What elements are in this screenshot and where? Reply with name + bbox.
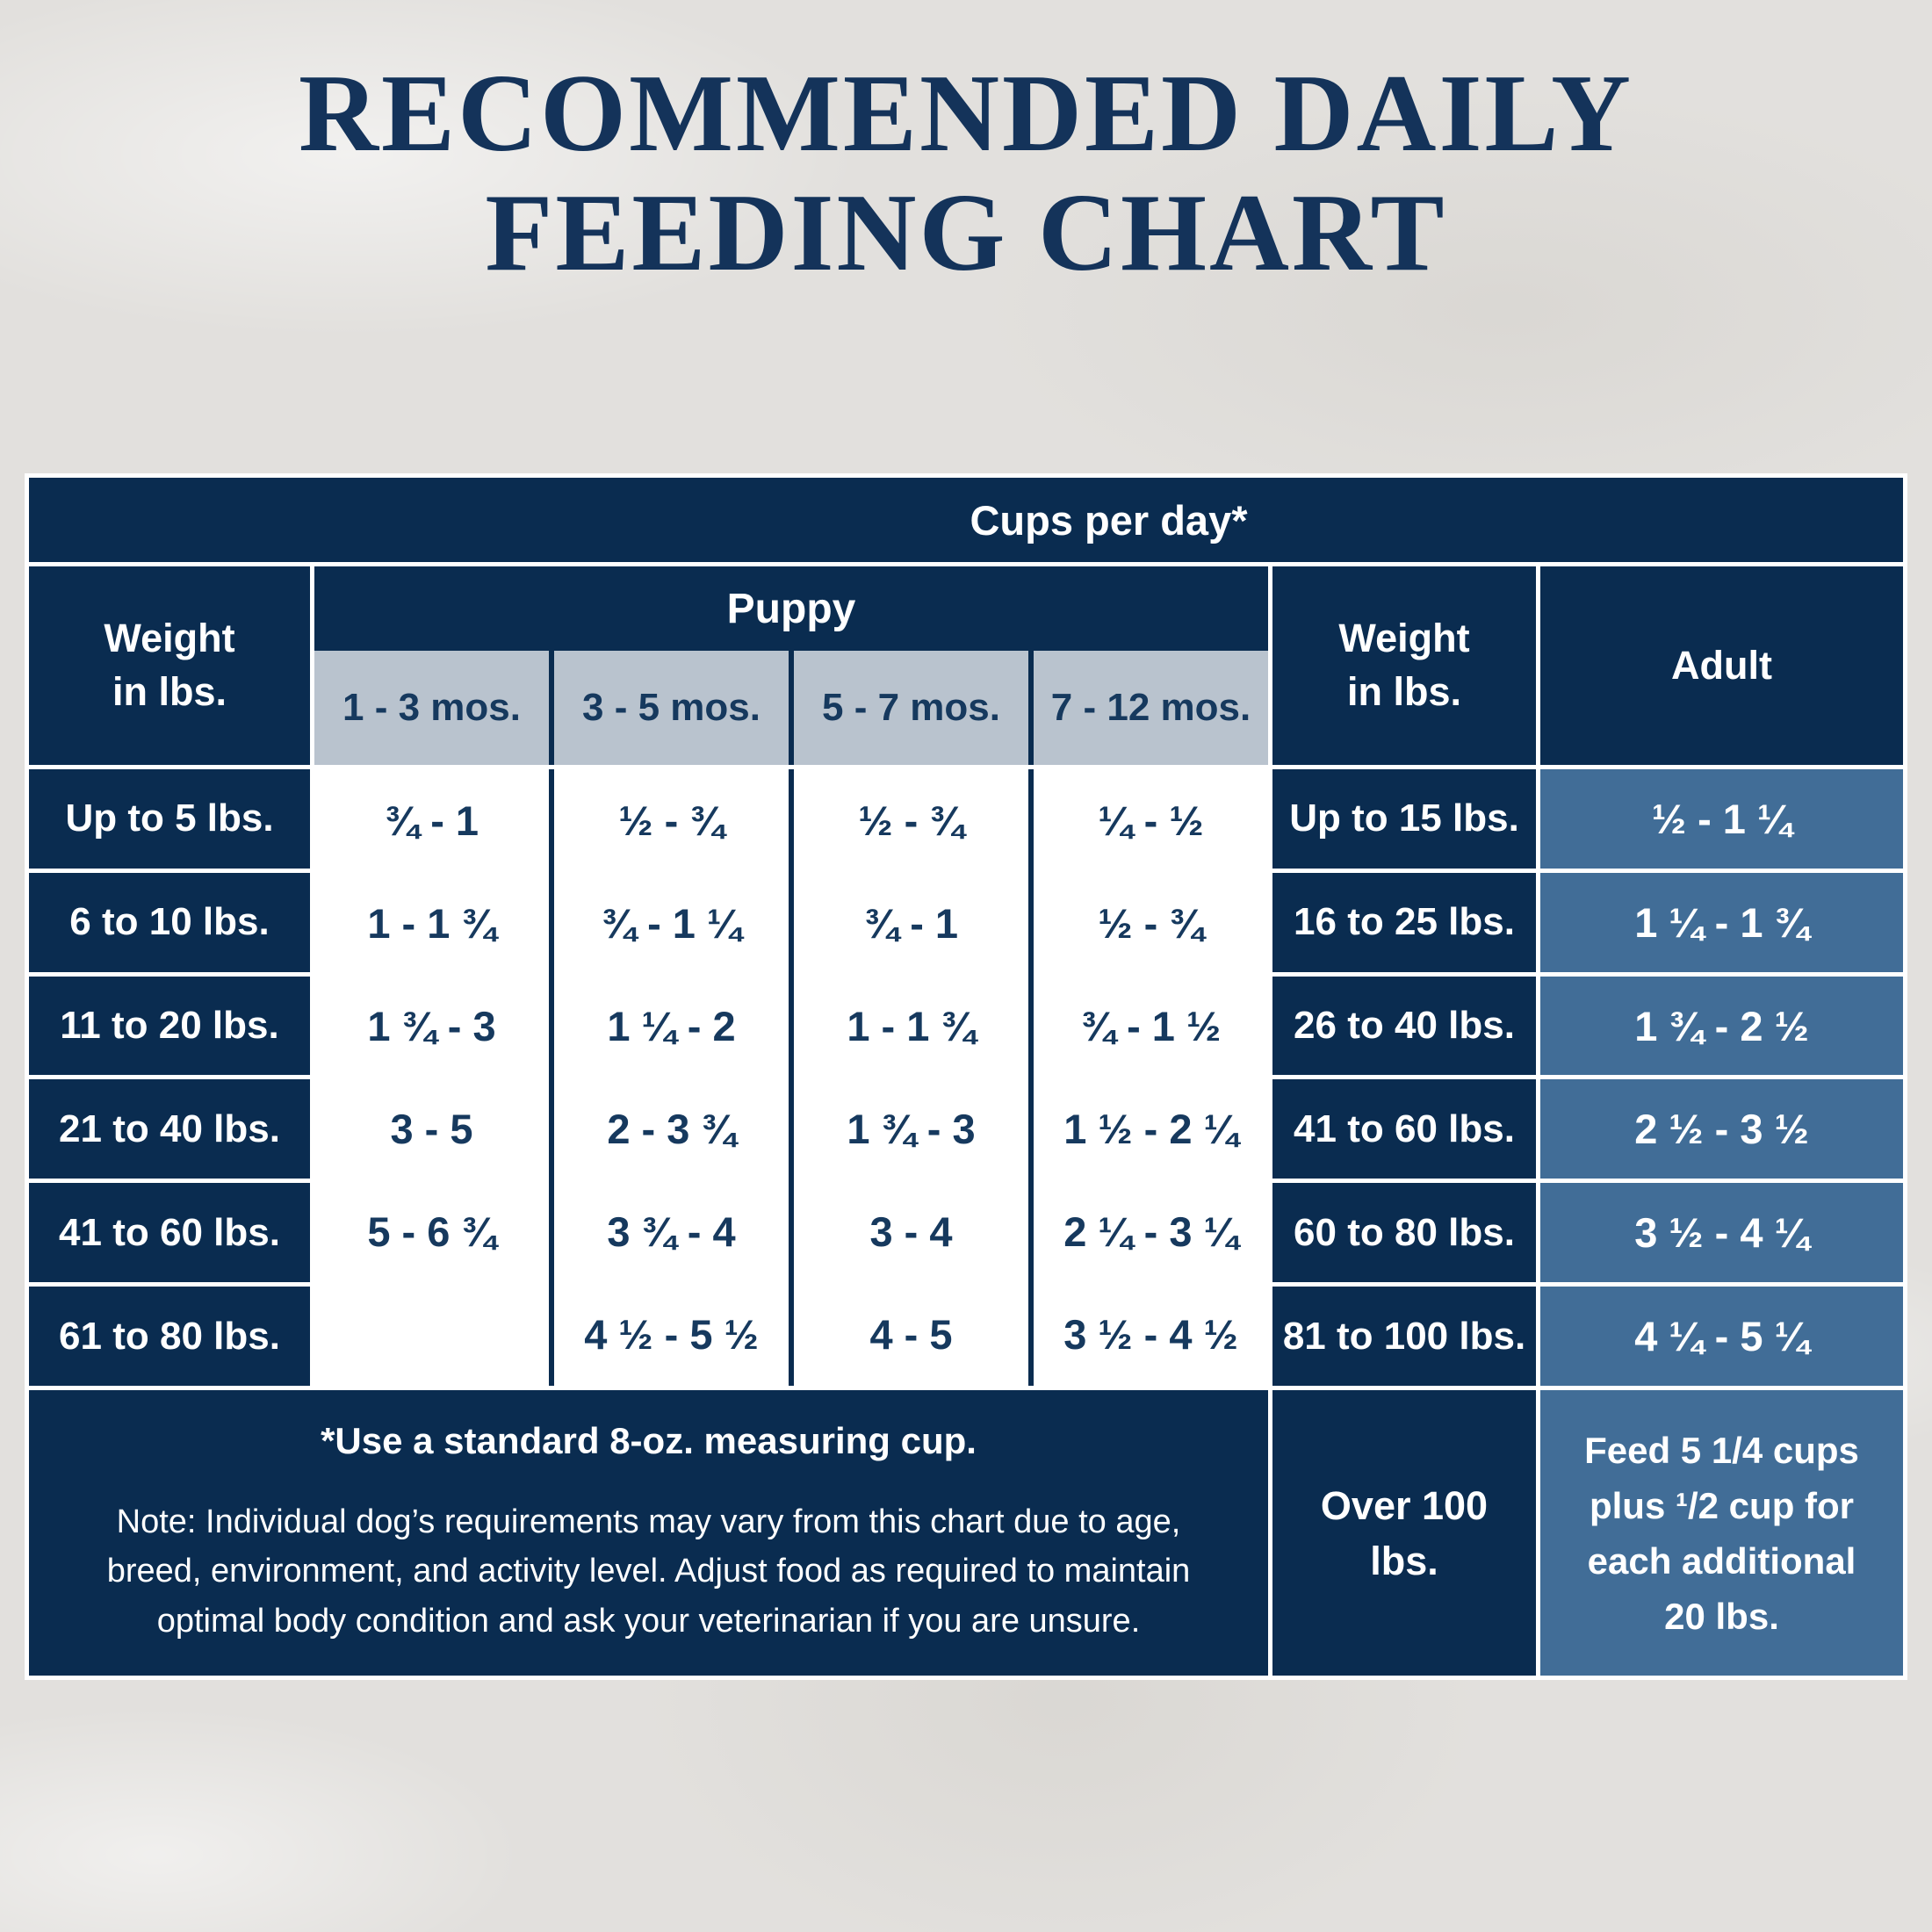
age-col-7-12-mos: 7 - 12 mos. — [1050, 686, 1251, 729]
column-header-row: Weight in lbs. Puppy 1 - 3 mos. 3 - 5 mo… — [29, 566, 1903, 765]
data-rows: Up to 5 lbs. 6 to 10 lbs. 11 to 20 lbs. … — [29, 769, 1903, 1386]
puppy-weight-row-3: 21 to 40 lbs. — [29, 1079, 310, 1179]
cups-cell-r4-5-7: 3 - 4 — [794, 1180, 1034, 1283]
cups-cell-r3-5-7: 1 ¾ - 3 — [794, 1078, 1034, 1180]
adult-weight-row-3: 41 to 60 lbs. — [1272, 1079, 1536, 1179]
table-row: 3 - 5 2 - 3 ¾ 1 ¾ - 3 1 ½ - 2 ¼ — [314, 1078, 1268, 1180]
age-col-5-7-mos: 5 - 7 mos. — [794, 651, 1034, 765]
over-100-feeding-cell: Feed 5 1/4 cups plus ¹/2 cup for each ad… — [1540, 1390, 1903, 1676]
cups-cell-r4-1-3: 5 - 6 ¾ — [314, 1180, 554, 1283]
adult-cups-row-5: 4 ¼ - 5 ¼ — [1540, 1287, 1903, 1386]
page-title-line-2: FEEDING CHART — [485, 172, 1447, 295]
page-title: RECOMMENDED DAILY FEEDING CHART — [0, 54, 1932, 293]
cups-cell-r3-1-3: 3 - 5 — [314, 1078, 554, 1180]
adult-cups-row-3: 2 ½ - 3 ½ — [1540, 1079, 1903, 1179]
cups-cell-r0-5-7: ½ - ¾ — [794, 769, 1034, 872]
weight-left-header-line1: Weight — [104, 616, 235, 661]
puppy-age-subheader-band: 1 - 3 mos. 3 - 5 mos. 5 - 7 mos. 7 - 12 … — [314, 651, 1268, 765]
puppy-weight-column: Up to 5 lbs. 6 to 10 lbs. 11 to 20 lbs. … — [29, 769, 310, 1386]
cups-cell-r0-3-5: ½ - ¾ — [554, 769, 794, 872]
weight-left-header: Weight in lbs. — [29, 566, 310, 765]
adult-cups-row-0: ½ - 1 ¼ — [1540, 769, 1903, 869]
cups-cell-r2-5-7: 1 - 1 ¾ — [794, 975, 1034, 1078]
cups-cell-r1-3-5: ¾ - 1 ¼ — [554, 872, 794, 975]
puppy-header: Puppy — [314, 566, 1268, 651]
adult-cups-row-2: 1 ¾ - 2 ½ — [1540, 976, 1903, 1076]
puppy-weight-row-5: 61 to 80 lbs. — [29, 1287, 310, 1386]
adult-weight-row-5: 81 to 100 lbs. — [1272, 1287, 1536, 1386]
cups-cell-r2-1-3: 1 ¾ - 3 — [314, 975, 554, 1078]
puppy-weight-row-2: 11 to 20 lbs. — [29, 976, 310, 1076]
cups-cell-r5-3-5: 4 ½ - 5 ½ — [554, 1283, 794, 1386]
age-col-1-3-mos: 1 - 3 mos. — [314, 651, 554, 765]
puppy-cups-grid: ¾ - 1 ½ - ¾ ½ - ¾ ¼ - ½ 1 - 1 ¾ ¾ - 1 ¼ … — [314, 769, 1268, 1386]
cups-cell-r1-1-3: 1 - 1 ¾ — [314, 872, 554, 975]
adult-header: Adult — [1540, 566, 1903, 765]
cups-cell-r1-7-12: ½ - ¾ — [1098, 900, 1204, 947]
weight-left-header-line2: in lbs. — [112, 669, 227, 714]
footer-row: *Use a standard 8-oz. measuring cup. Not… — [29, 1390, 1903, 1676]
cups-cell-r3-3-5: 2 - 3 ¾ — [554, 1078, 794, 1180]
adult-cups-row-4: 3 ½ - 4 ¼ — [1540, 1183, 1903, 1283]
over-100-lbs-cell: Over 100 lbs. — [1272, 1390, 1536, 1676]
cups-cell-r4-3-5: 3 ¾ - 4 — [554, 1180, 794, 1283]
cups-cell-r3-7-12: 1 ½ - 2 ¼ — [1063, 1106, 1238, 1152]
page-title-line-1: RECOMMENDED DAILY — [299, 53, 1633, 175]
cups-cell-r1-5-7: ¾ - 1 — [794, 872, 1034, 975]
cups-per-day-header-row: Cups per day* — [29, 478, 1903, 562]
adult-weight-row-1: 16 to 25 lbs. — [1272, 872, 1536, 972]
adult-cups-column: ½ - 1 ¼ 1 ¼ - 1 ¾ 1 ¾ - 2 ½ 2 ½ - 3 ½ 3 … — [1540, 769, 1903, 1386]
table-row: 5 - 6 ¾ 3 ¾ - 4 3 - 4 2 ¼ - 3 ¼ — [314, 1180, 1268, 1283]
table-row: 4 ½ - 5 ½ 4 - 5 3 ½ - 4 ½ — [314, 1283, 1268, 1386]
adult-weight-row-0: Up to 15 lbs. — [1272, 769, 1536, 869]
cups-cell-r2-7-12: ¾ - 1 ½ — [1080, 1003, 1222, 1049]
puppy-weight-row-0: Up to 5 lbs. — [29, 769, 310, 869]
puppy-weight-row-1: 6 to 10 lbs. — [29, 872, 310, 972]
measuring-cup-note: *Use a standard 8-oz. measuring cup. — [321, 1420, 977, 1462]
cups-per-day-header: Cups per day* — [970, 496, 1248, 544]
cups-cell-r5-1-3 — [314, 1283, 554, 1386]
age-col-3-5-mos: 3 - 5 mos. — [554, 651, 794, 765]
vary-note: Note: Individual dog’s requirements may … — [106, 1503, 1191, 1640]
table-row: 1 - 1 ¾ ¾ - 1 ¼ ¾ - 1 ½ - ¾ — [314, 872, 1268, 975]
adult-weight-row-2: 26 to 40 lbs. — [1272, 976, 1536, 1076]
weight-right-header-line2: in lbs. — [1346, 669, 1461, 714]
cups-cell-r5-5-7: 4 - 5 — [794, 1283, 1034, 1386]
puppy-weight-row-4: 41 to 60 lbs. — [29, 1183, 310, 1283]
cups-cell-r5-7-12: 3 ½ - 4 ½ — [1063, 1311, 1238, 1358]
cups-cell-r4-7-12: 2 ¼ - 3 ¼ — [1063, 1208, 1238, 1255]
cups-cell-r0-1-3: ¾ - 1 — [314, 769, 554, 872]
adult-weight-row-4: 60 to 80 lbs. — [1272, 1183, 1536, 1283]
feeding-table: Cups per day* Weight in lbs. Puppy 1 - 3… — [25, 473, 1907, 1680]
weight-right-header-line1: Weight — [1338, 616, 1470, 661]
adult-cups-row-1: 1 ¼ - 1 ¾ — [1540, 872, 1903, 972]
adult-weight-column: Up to 15 lbs. 16 to 25 lbs. 26 to 40 lbs… — [1272, 769, 1536, 1386]
footnote-box: *Use a standard 8-oz. measuring cup. Not… — [29, 1390, 1268, 1676]
weight-right-header: Weight in lbs. — [1272, 566, 1536, 765]
table-row: ¾ - 1 ½ - ¾ ½ - ¾ ¼ - ½ — [314, 769, 1268, 872]
puppy-header-group: Puppy 1 - 3 mos. 3 - 5 mos. 5 - 7 mos. 7… — [314, 566, 1268, 765]
cups-cell-r2-3-5: 1 ¼ - 2 — [554, 975, 794, 1078]
table-row: 1 ¾ - 3 1 ¼ - 2 1 - 1 ¾ ¾ - 1 ½ — [314, 975, 1268, 1078]
cups-cell-r0-7-12: ¼ - ½ — [1098, 797, 1204, 844]
